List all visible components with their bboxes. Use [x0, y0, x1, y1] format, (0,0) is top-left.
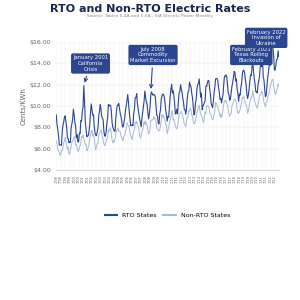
- Text: February 2021
Texas Rolling
Blackouts: February 2021 Texas Rolling Blackouts: [232, 47, 271, 63]
- Text: July 2008
Commodity
Market Excursion: July 2008 Commodity Market Excursion: [130, 47, 176, 88]
- Y-axis label: Cents/KWh: Cents/KWh: [21, 87, 27, 125]
- Text: Source: Tables 5.4A and 5.6A - EIA Electric Power Monthly: Source: Tables 5.4A and 5.6A - EIA Elect…: [87, 14, 213, 17]
- Text: January 2001
California
Crisis: January 2001 California Crisis: [73, 55, 108, 82]
- Text: February 2022
Invasion of
Ukraine: February 2022 Invasion of Ukraine: [247, 30, 286, 46]
- Text: RTO and Non-RTO Electric Rates: RTO and Non-RTO Electric Rates: [50, 4, 250, 14]
- Legend: RTO States, Non-RTO States: RTO States, Non-RTO States: [103, 211, 232, 221]
